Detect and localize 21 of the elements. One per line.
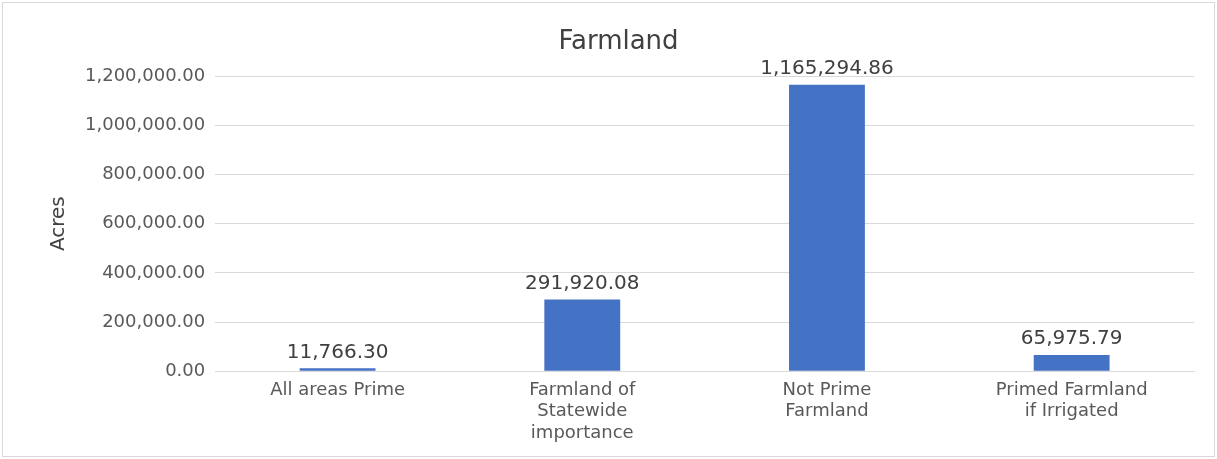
chart-title: Farmland [558, 25, 679, 56]
y-tick-label: 1,200,000.00 [85, 63, 206, 85]
y-tick-label: 600,000.00 [102, 211, 206, 233]
x-tick-label: Farmland of Statewide importance [529, 377, 637, 442]
y-tick-label: 800,000.00 [102, 162, 206, 184]
bar [544, 299, 621, 371]
bar [789, 84, 865, 371]
x-tick-label: All areas Prime [270, 377, 405, 399]
y-axis-title: Acres [45, 196, 70, 252]
data-label: 1,165,294.86 [760, 54, 894, 79]
bar [1033, 354, 1110, 371]
y-tick-label: 400,000.00 [102, 260, 206, 282]
data-label: 291,920.08 [525, 269, 640, 294]
bar [299, 368, 376, 371]
y-tick-label: 200,000.00 [102, 309, 206, 331]
x-tick-label: Not Prime Farmland [782, 377, 872, 421]
data-label: 11,766.30 [286, 338, 389, 363]
y-tick-label: 0.00 [165, 358, 206, 380]
x-tick-label: Primed Farmland if Irrigated [995, 377, 1148, 421]
y-tick-label: 1,000,000.00 [85, 113, 206, 135]
data-label: 65,975.79 [1020, 325, 1123, 350]
